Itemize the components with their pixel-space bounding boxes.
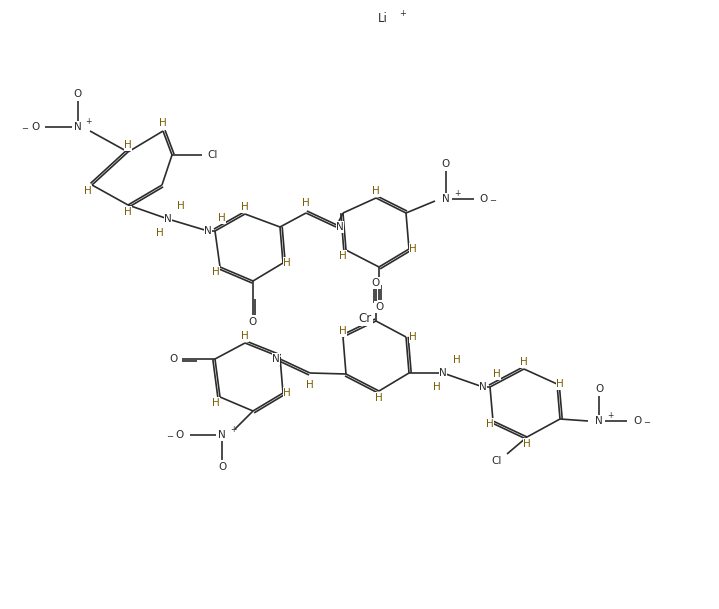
- Text: Cl: Cl: [492, 456, 502, 466]
- Text: H: H: [523, 439, 531, 449]
- Text: −: −: [644, 418, 651, 428]
- Text: −: −: [22, 124, 29, 133]
- Text: H: H: [177, 201, 185, 211]
- Text: H: H: [409, 332, 417, 342]
- Text: H: H: [283, 388, 291, 398]
- Text: N: N: [204, 226, 212, 236]
- Text: H: H: [520, 357, 528, 367]
- Text: +: +: [85, 116, 91, 125]
- Text: Cl: Cl: [208, 150, 218, 160]
- Text: O: O: [218, 462, 226, 472]
- Text: N: N: [74, 122, 82, 132]
- Text: O: O: [375, 302, 383, 312]
- Text: H: H: [124, 207, 132, 217]
- Text: +: +: [230, 424, 236, 434]
- Text: O: O: [479, 194, 487, 204]
- Text: O: O: [176, 430, 184, 440]
- Text: H: H: [124, 140, 132, 150]
- Text: Cr: Cr: [358, 311, 372, 325]
- Text: H: H: [453, 355, 461, 365]
- Text: O: O: [249, 317, 257, 327]
- Text: −: −: [167, 432, 173, 442]
- Text: H: H: [241, 202, 249, 212]
- Text: H: H: [372, 186, 380, 196]
- Text: H: H: [84, 186, 92, 196]
- Text: +: +: [607, 410, 613, 420]
- Text: H: H: [433, 382, 441, 392]
- Text: N: N: [272, 354, 280, 364]
- Text: O: O: [442, 159, 450, 169]
- Text: O: O: [31, 122, 39, 132]
- Text: H: H: [302, 198, 310, 208]
- Text: H: H: [409, 244, 417, 254]
- Text: H: H: [212, 267, 220, 277]
- Text: H: H: [486, 419, 494, 429]
- Text: N: N: [595, 416, 603, 426]
- Text: N: N: [439, 368, 447, 378]
- Text: H: H: [556, 379, 564, 389]
- Text: H: H: [493, 369, 501, 379]
- Text: +: +: [399, 10, 406, 18]
- Text: H: H: [339, 326, 347, 336]
- Text: H: H: [218, 213, 226, 223]
- Text: N: N: [442, 194, 450, 204]
- Text: H: H: [212, 398, 220, 408]
- Text: H: H: [283, 258, 291, 268]
- Text: N: N: [164, 214, 172, 224]
- Text: O: O: [169, 354, 177, 364]
- Text: O: O: [74, 89, 82, 99]
- Text: N: N: [336, 222, 344, 232]
- Text: H: H: [306, 380, 314, 390]
- Text: −: −: [490, 197, 497, 205]
- Text: +: +: [454, 189, 460, 197]
- Text: N: N: [479, 382, 487, 392]
- Text: O: O: [372, 278, 380, 288]
- Text: N: N: [218, 430, 226, 440]
- Text: H: H: [156, 228, 164, 238]
- Text: H: H: [375, 393, 383, 403]
- Text: Li: Li: [378, 12, 388, 24]
- Text: H: H: [159, 118, 167, 128]
- Text: H: H: [241, 331, 249, 341]
- Text: H: H: [339, 251, 347, 261]
- Text: O: O: [595, 384, 603, 394]
- Text: O: O: [633, 416, 641, 426]
